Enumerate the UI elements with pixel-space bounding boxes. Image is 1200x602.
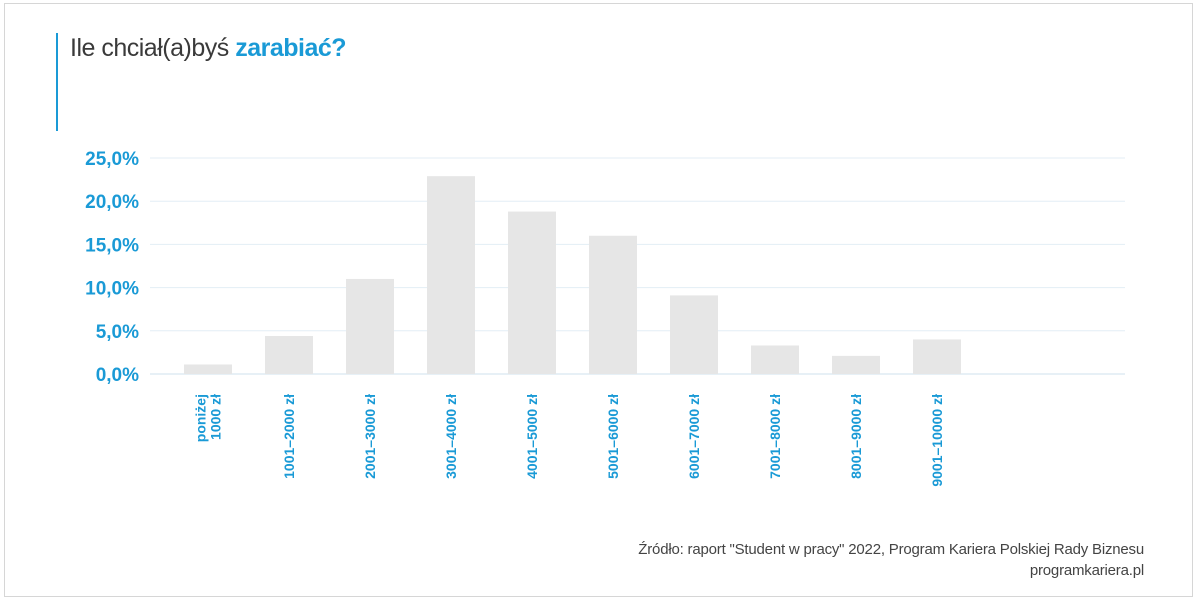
bar	[832, 355, 880, 374]
bar	[508, 211, 556, 374]
x-tick-label-line: poniżej	[193, 394, 209, 442]
x-tick-label: 6001–7000 zł	[686, 394, 702, 479]
x-tick-label: 4001–5000 zł	[524, 394, 540, 479]
x-tick-label: 7001–8000 zł	[767, 394, 783, 479]
x-tick-label: 5001–6000 zł	[605, 394, 621, 479]
x-tick-label-line: 9001–10000 zł	[929, 394, 945, 487]
x-tick-label-line: 7001–8000 zł	[767, 394, 783, 479]
x-tick-label: 3001–4000 zł	[443, 394, 459, 479]
bar	[427, 176, 475, 374]
x-tick-label: 1001–2000 zł	[281, 394, 297, 479]
bar	[589, 235, 637, 374]
y-tick-label: 25,0%	[85, 149, 139, 170]
source-note: Źródło: raport "Student w pracy" 2022, P…	[638, 539, 1144, 581]
x-tick-label-line: 5001–6000 zł	[605, 394, 621, 479]
y-tick-label: 5,0%	[96, 322, 139, 343]
y-tick-label: 10,0%	[85, 279, 139, 300]
title-accent-bar	[56, 33, 58, 131]
x-tick-label-line: 2001–3000 zł	[362, 394, 378, 479]
bar	[346, 278, 394, 374]
y-tick-label: 0,0%	[96, 365, 139, 386]
x-tick-label-line: 4001–5000 zł	[524, 394, 540, 479]
x-tick-label-line: 6001–7000 zł	[686, 394, 702, 479]
title-prefix: Ile chciał(a)byś	[70, 34, 229, 62]
y-tick-label: 20,0%	[85, 192, 139, 213]
bar	[751, 345, 799, 374]
bar	[670, 295, 718, 374]
x-tick-label: 8001–9000 zł	[848, 394, 864, 479]
x-tick-label: poniżej 1000 zł	[193, 394, 224, 442]
y-tick-label: 15,0%	[85, 235, 139, 256]
x-tick-label-line: 1000 zł	[208, 394, 224, 440]
title-highlight: zarabiać?	[235, 34, 347, 62]
chart-title: Ile chciał(a)byś zarabiać?	[70, 34, 347, 63]
x-tick-label-line: 8001–9000 zł	[848, 394, 864, 479]
source-url: programkariera.pl	[1029, 562, 1144, 579]
x-tick-label: 2001–3000 zł	[362, 394, 378, 479]
source-line: Źródło: raport "Student w pracy" 2022, P…	[638, 541, 1144, 558]
x-tick-label-line: 1001–2000 zł	[281, 394, 297, 479]
x-tick-label-line: 3001–4000 zł	[443, 394, 459, 479]
bar	[913, 339, 961, 374]
bar	[265, 335, 313, 374]
bar	[184, 364, 232, 374]
x-tick-label: 9001–10000 zł	[929, 394, 945, 487]
